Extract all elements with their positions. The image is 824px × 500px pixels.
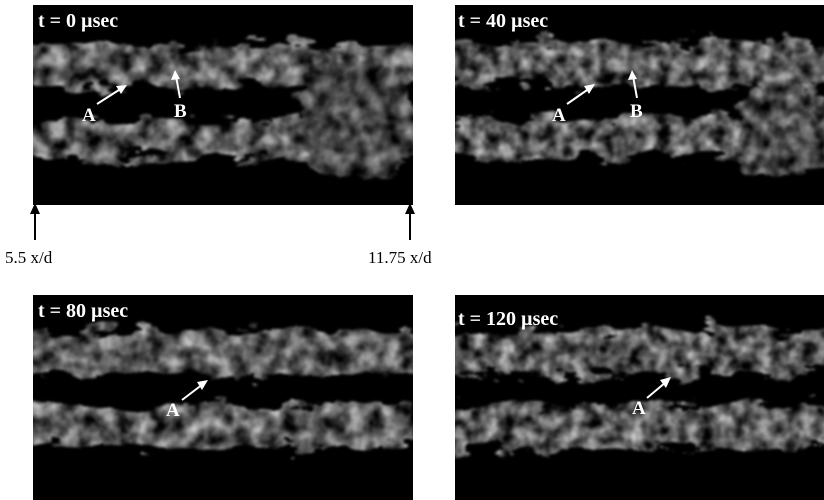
annotation: B (174, 101, 187, 122)
panel-label: t = 40 µsec (458, 10, 548, 32)
panel-label: t = 80 µsec (38, 300, 128, 322)
annotation: B (630, 101, 643, 122)
panel-label: t = 120 µsec (458, 308, 558, 330)
axis-label: 5.5 x/d (5, 248, 53, 267)
panel-label: t = 0 µsec (38, 10, 118, 32)
annotation: A (552, 105, 566, 126)
annotation: A (82, 105, 96, 126)
annotation: A (632, 398, 646, 419)
axis-label: 11.75 x/d (368, 248, 432, 267)
figure: t = 0 µsec A B t = 40 µsec A B 5.5 x/d 1… (0, 0, 824, 500)
panel-image (20, 295, 420, 500)
annotation: A (166, 400, 180, 421)
panel-image (20, 5, 420, 205)
